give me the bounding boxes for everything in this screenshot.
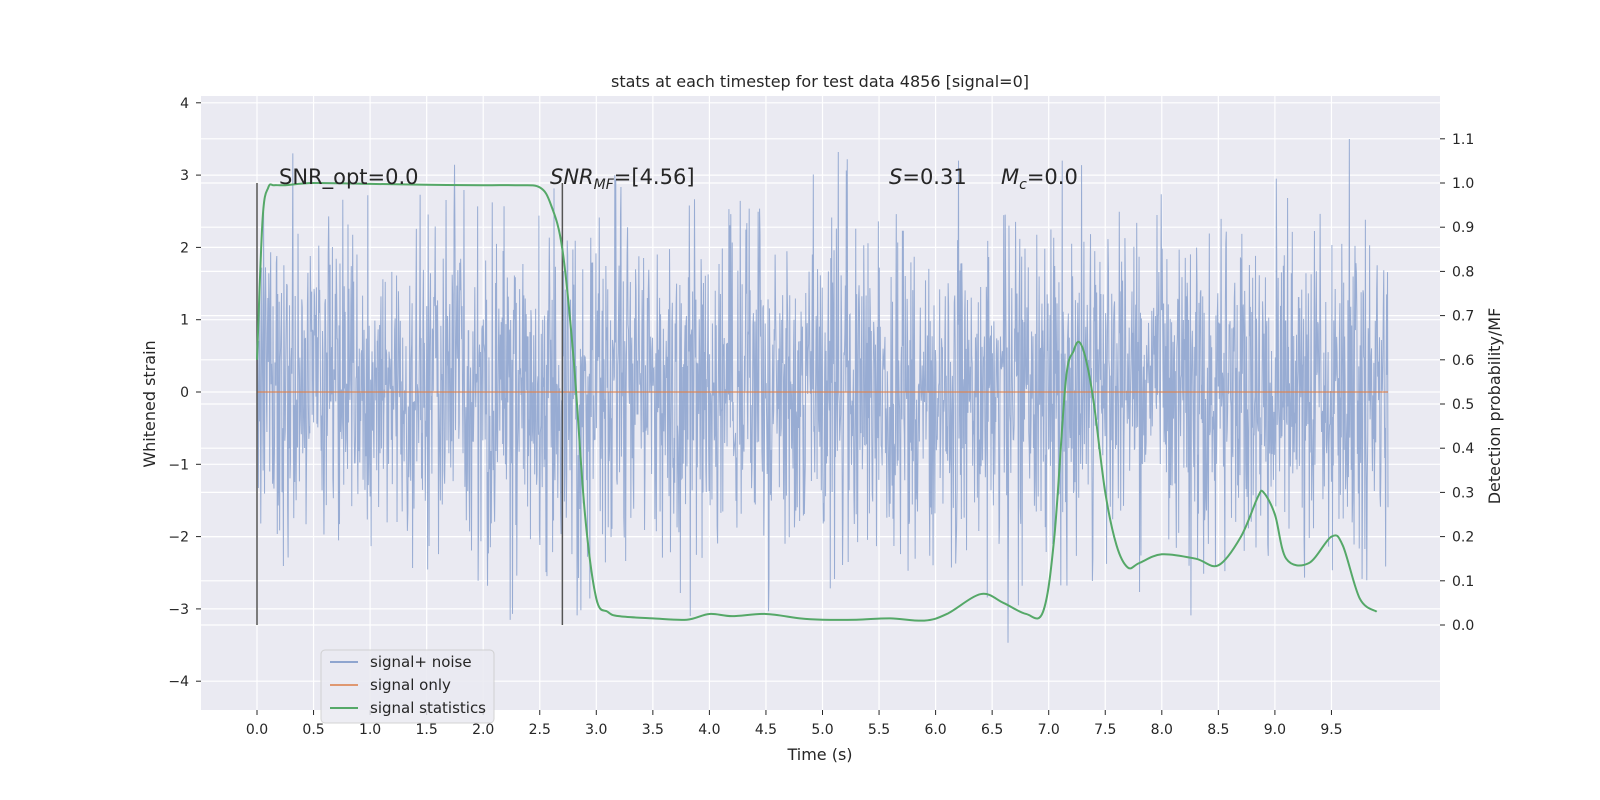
chart-title: stats at each timestep for test data 485… <box>611 72 1029 91</box>
right-y-axis-label: Detection probability/MF <box>1485 308 1504 505</box>
x-axis-ticks: 0.0 0.5 1.0 1.5 2.0 2.5 3.0 3.5 4.0 4.5 5.0 5.5 6.0 6… <box>246 710 1343 738</box>
left-y-axis-ticks: −4 −3 −2 −1 0 1 2 3 4 <box>168 96 201 690</box>
right-y-tick-label: 0.3 <box>1452 485 1474 501</box>
left-y-tick-label: 4 <box>180 96 189 112</box>
signal-noise-line <box>256 138 1389 643</box>
snr-opt-annotation: SNR_opt=0.0 <box>279 165 419 190</box>
x-tick-label: 5.5 <box>868 722 890 738</box>
right-y-tick-label: 0.1 <box>1452 574 1474 590</box>
x-tick-label: 1.0 <box>359 722 381 738</box>
x-tick-label: 3.0 <box>585 722 607 738</box>
s-symbol: S <box>889 165 902 189</box>
x-tick-label: 5.0 <box>811 722 833 738</box>
right-y-tick-label: 0.2 <box>1452 530 1474 546</box>
left-y-tick-label: 1 <box>180 313 189 329</box>
x-tick-label: 0.5 <box>302 722 324 738</box>
x-tick-label: 2.0 <box>472 722 494 738</box>
snr-mf-annotation: SNRMF=[4.56] <box>550 165 695 193</box>
legend-label-signal-only: signal only <box>370 676 451 694</box>
x-tick-label: 0.0 <box>246 722 268 738</box>
right-y-tick-label: 0.8 <box>1452 264 1474 280</box>
right-y-axis-ticks: 0.0 0.1 0.2 0.3 0.4 0.5 0.6 0.7 0.8 0.9 1.0 1.1 <box>1440 132 1474 634</box>
x-tick-label: 9.5 <box>1320 722 1342 738</box>
mc-subscript: c <box>1019 177 1027 193</box>
x-tick-label: 1.5 <box>416 722 438 738</box>
signal-statistics-line <box>256 181 1378 622</box>
right-y-tick-label: 0.4 <box>1452 441 1474 457</box>
legend-box <box>320 649 495 724</box>
right-y-tick-label: 0.0 <box>1452 618 1474 634</box>
left-y-tick-label: −4 <box>168 674 189 690</box>
snr-mf-value: =[4.56] <box>614 165 695 189</box>
mc-value: =0.0 <box>1027 165 1078 189</box>
mc-annotation: Mc=0.0 <box>1001 165 1078 193</box>
right-y-tick-label: 0.6 <box>1452 353 1474 369</box>
left-y-tick-label: 0 <box>180 385 189 401</box>
legend: signal+ noise signal only signal statist… <box>320 649 495 724</box>
right-y-tick-label: 0.9 <box>1452 220 1474 236</box>
left-y-tick-label: −2 <box>168 530 189 546</box>
vertical-markers <box>256 183 564 625</box>
x-tick-label: 2.5 <box>529 722 551 738</box>
left-y-tick-label: 2 <box>180 240 189 256</box>
legend-label-signal-statistics: signal statistics <box>370 699 486 717</box>
right-y-tick-label: 0.5 <box>1452 397 1474 413</box>
left-y-axis-label: Whitened strain <box>140 340 159 467</box>
s-value: =0.31 <box>902 165 966 189</box>
left-y-tick-label: 3 <box>180 168 189 184</box>
signal-noise-series <box>256 138 1389 643</box>
legend-label-signal-noise: signal+ noise <box>370 653 472 671</box>
snr-mf-subscript: MF <box>594 177 615 193</box>
annotations: SNR_opt=0.0 SNRMF=[4.56] S=0.31 Mc=0.0 <box>279 165 1078 193</box>
x-tick-label: 4.5 <box>755 722 777 738</box>
signal-statistics-series <box>256 181 1378 622</box>
right-y-tick-label: 1.0 <box>1452 176 1474 192</box>
left-y-tick-label: −1 <box>168 457 189 473</box>
x-tick-label: 6.0 <box>924 722 946 738</box>
right-y-tick-label: 1.1 <box>1452 132 1474 148</box>
x-tick-label: 9.0 <box>1264 722 1286 738</box>
x-tick-label: 4.0 <box>698 722 720 738</box>
x-tick-label: 7.0 <box>1038 722 1060 738</box>
x-tick-label: 3.5 <box>642 722 664 738</box>
mc-symbol: M <box>1001 165 1019 189</box>
right-y-tick-label: 0.7 <box>1452 309 1474 325</box>
x-axis-label: Time (s) <box>786 745 852 764</box>
x-tick-label: 8.0 <box>1151 722 1173 738</box>
x-tick-label: 7.5 <box>1094 722 1116 738</box>
x-tick-label: 6.5 <box>981 722 1003 738</box>
x-tick-label: 8.5 <box>1207 722 1229 738</box>
left-y-tick-label: −3 <box>168 602 189 618</box>
s-annotation: S=0.31 <box>889 165 967 189</box>
snr-mf-symbol: SNR <box>550 165 594 189</box>
